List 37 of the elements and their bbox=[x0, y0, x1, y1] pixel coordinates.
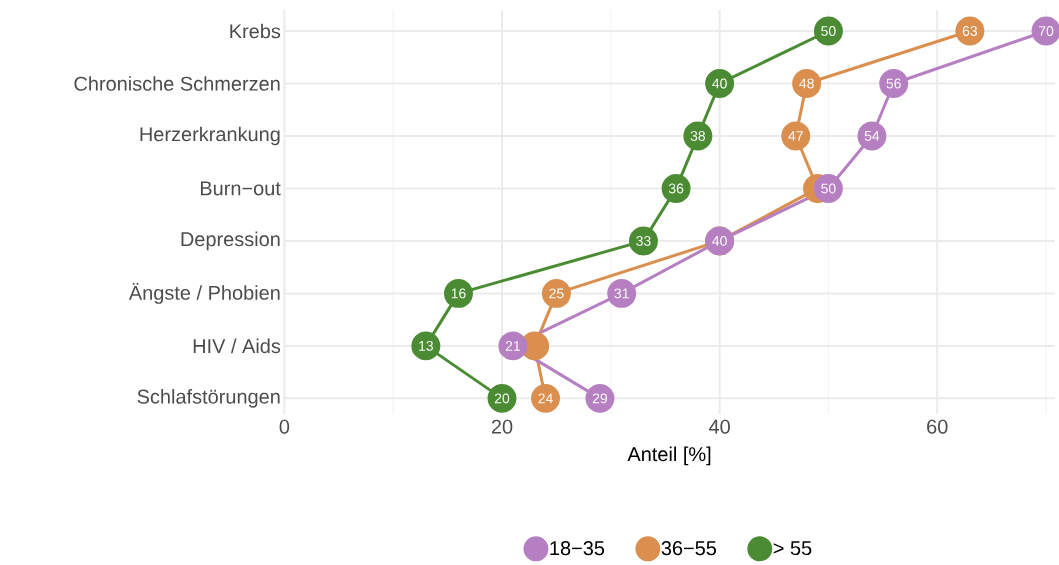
x-tick-label: 60 bbox=[927, 419, 948, 434]
legend-label: > 55 bbox=[773, 541, 812, 556]
x-tick-label: 0 bbox=[279, 419, 290, 434]
data-label: 20 bbox=[494, 393, 510, 404]
x-tick-label: 40 bbox=[708, 419, 730, 434]
data-label: 36 bbox=[668, 183, 684, 194]
y-tick-label: Depression bbox=[181, 231, 280, 251]
data-label: 24 bbox=[538, 393, 553, 404]
x-axis-title: Anteil [%] bbox=[627, 446, 711, 466]
data-label: 25 bbox=[549, 288, 564, 299]
data-label: 48 bbox=[799, 78, 814, 89]
y-tick-label: Burn−out bbox=[200, 181, 281, 196]
data-label: 21 bbox=[505, 341, 520, 351]
y-tick-label: Herzerkrankung bbox=[140, 126, 280, 146]
data-label: 63 bbox=[962, 26, 978, 37]
legend-label: 18−35 bbox=[550, 541, 605, 556]
data-label: 13 bbox=[419, 341, 433, 351]
data-label: 40 bbox=[712, 78, 727, 89]
data-label: 50 bbox=[821, 26, 836, 37]
data-label: 29 bbox=[592, 393, 608, 404]
data-label: 31 bbox=[614, 288, 629, 299]
data-label: 16 bbox=[451, 288, 466, 299]
y-tick-label: HIV / Aids bbox=[193, 338, 281, 354]
data-label: 54 bbox=[864, 131, 880, 141]
data-label: 50 bbox=[821, 183, 836, 194]
y-tick-label: Chronische Schmerzen bbox=[74, 76, 280, 91]
data-label: 56 bbox=[886, 78, 901, 89]
data-label: 40 bbox=[712, 236, 727, 246]
data-label: 70 bbox=[1038, 26, 1054, 37]
data-label: 47 bbox=[788, 131, 803, 141]
y-tick-label: Schlafstörungen bbox=[137, 389, 280, 408]
y-tick-label: Krebs bbox=[230, 23, 281, 39]
x-tick-label: 20 bbox=[491, 419, 513, 434]
y-tick-label: Ängste / Phobien bbox=[128, 283, 280, 304]
data-label: 38 bbox=[690, 131, 706, 142]
data-label: 33 bbox=[636, 236, 651, 246]
legend-label: 36−55 bbox=[661, 541, 717, 556]
